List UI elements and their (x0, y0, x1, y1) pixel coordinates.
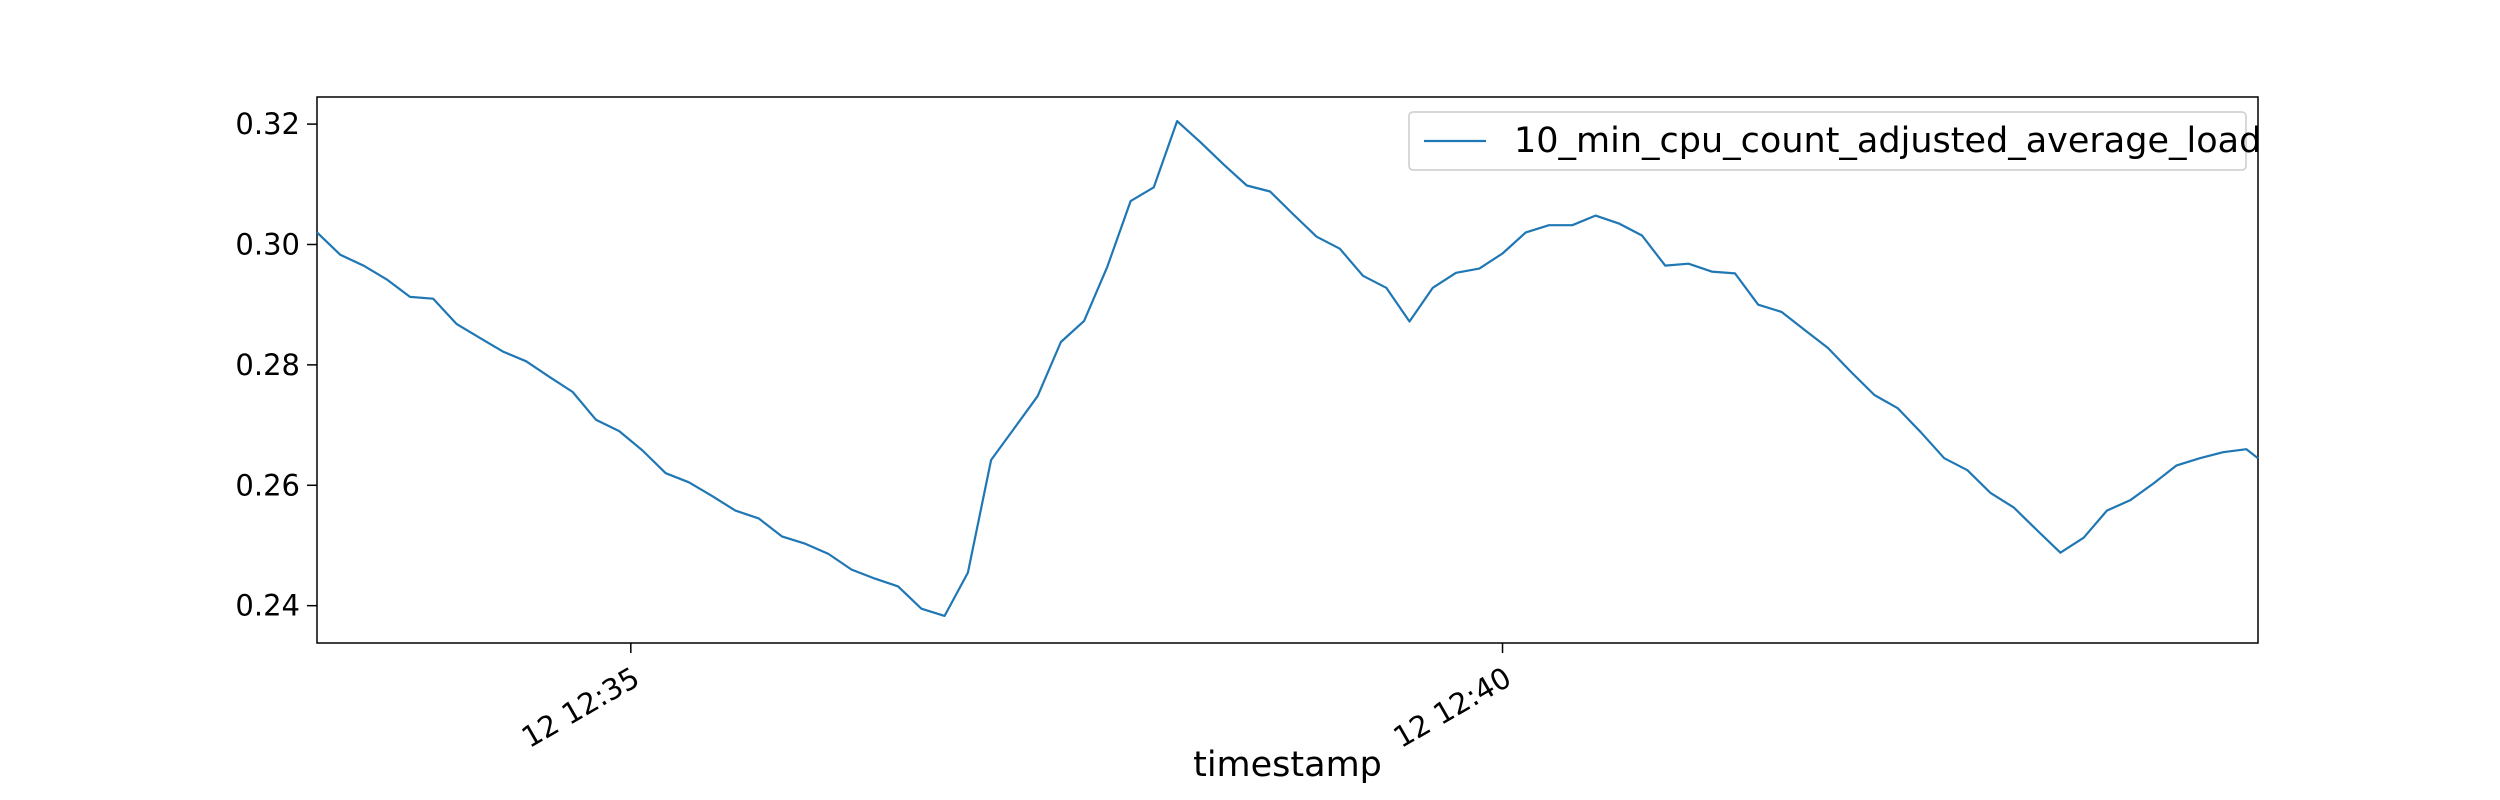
y-tick-label: 0.28 (235, 348, 300, 382)
y-tick-label: 0.26 (235, 468, 300, 502)
series-line-0 (316, 119, 2259, 618)
y-tick-label: 0.24 (235, 589, 300, 623)
y-axis: 0.24 0.26 0.28 0.30 0.32 (235, 107, 317, 623)
x-tick-label: 12 12:35 (516, 660, 645, 754)
x-axis-label: timestamp (1193, 745, 1382, 785)
x-axis: 12 12:35 12 12:40 (516, 643, 1517, 755)
x-tick-label: 12 12:40 (1387, 660, 1516, 754)
plot-area (316, 96, 2259, 644)
y-tick-label: 0.32 (235, 107, 300, 141)
legend-label: 10_min_cpu_count_adjusted_average_load (1514, 121, 2261, 161)
y-tick-label: 0.30 (235, 227, 300, 261)
plot-border (316, 96, 2259, 644)
legend-box (1408, 111, 2247, 171)
legend: 10_min_cpu_count_adjusted_average_load (1408, 111, 2261, 171)
series-layer (316, 119, 2259, 618)
